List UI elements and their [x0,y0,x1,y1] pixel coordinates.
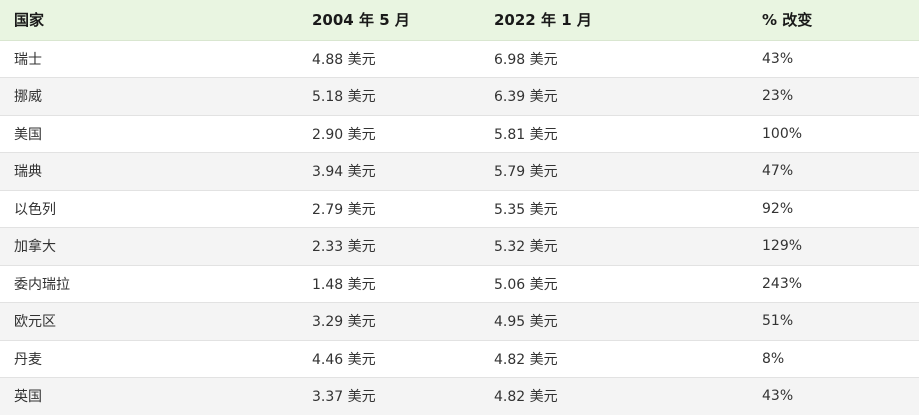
cell-price-2004: 1.48 美元 [298,265,480,303]
header-row: 国家 2004 年 5 月 2022 年 1 月 % 改变 [0,0,919,41]
cell-country: 加拿大 [0,227,298,266]
cell-price-2022: 5.32 美元 [480,227,748,266]
cell-country: 丹麦 [0,340,298,378]
cell-price-2022: 5.35 美元 [480,190,748,228]
cell-country: 美国 [0,115,298,153]
table-header: 国家 2004 年 5 月 2022 年 1 月 % 改变 [0,0,919,41]
cell-price-2004: 4.46 美元 [298,340,480,378]
header-jan-2022: 2022 年 1 月 [480,0,748,41]
table-body: 瑞士 4.88 美元 6.98 美元 43% 挪威 5.18 美元 6.39 美… [0,40,919,415]
cell-change: 243% [748,265,919,303]
table-row: 瑞典 3.94 美元 5.79 美元 47% [0,152,919,191]
cell-price-2004: 3.29 美元 [298,302,480,341]
table-row: 美国 2.90 美元 5.81 美元 100% [0,115,919,153]
cell-change: 51% [748,302,919,341]
cell-change: 8% [748,340,919,378]
cell-change: 92% [748,190,919,228]
cell-country: 挪威 [0,77,298,116]
cell-price-2022: 4.82 美元 [480,340,748,378]
cell-change: 129% [748,227,919,266]
cell-country: 委内瑞拉 [0,265,298,303]
cell-price-2004: 2.79 美元 [298,190,480,228]
cell-price-2004: 5.18 美元 [298,77,480,116]
cell-change: 47% [748,152,919,191]
cell-change: 43% [748,377,919,415]
table-row: 英国 3.37 美元 4.82 美元 43% [0,377,919,415]
cell-price-2022: 6.98 美元 [480,40,748,78]
table-row: 以色列 2.79 美元 5.35 美元 92% [0,190,919,228]
cell-price-2022: 4.95 美元 [480,302,748,341]
cell-price-2022: 6.39 美元 [480,77,748,116]
cell-country: 以色列 [0,190,298,228]
table-row: 加拿大 2.33 美元 5.32 美元 129% [0,227,919,266]
cell-price-2004: 3.94 美元 [298,152,480,191]
cell-country: 英国 [0,377,298,415]
cell-country: 欧元区 [0,302,298,341]
cell-price-2022: 5.79 美元 [480,152,748,191]
cell-country: 瑞士 [0,40,298,78]
header-may-2004: 2004 年 5 月 [298,0,480,41]
cell-price-2004: 2.90 美元 [298,115,480,153]
cell-change: 100% [748,115,919,153]
cell-country: 瑞典 [0,152,298,191]
table-row: 委内瑞拉 1.48 美元 5.06 美元 243% [0,265,919,303]
cell-price-2004: 2.33 美元 [298,227,480,266]
table-row: 瑞士 4.88 美元 6.98 美元 43% [0,40,919,78]
table-row: 欧元区 3.29 美元 4.95 美元 51% [0,302,919,341]
cell-price-2022: 5.81 美元 [480,115,748,153]
table-row: 挪威 5.18 美元 6.39 美元 23% [0,77,919,116]
header-country: 国家 [0,0,298,41]
cell-price-2004: 3.37 美元 [298,377,480,415]
table-row: 丹麦 4.46 美元 4.82 美元 8% [0,340,919,378]
cell-price-2022: 5.06 美元 [480,265,748,303]
cell-price-2004: 4.88 美元 [298,40,480,78]
header-percent-change: % 改变 [748,0,919,41]
cell-change: 43% [748,40,919,78]
cell-change: 23% [748,77,919,116]
cell-price-2022: 4.82 美元 [480,377,748,415]
